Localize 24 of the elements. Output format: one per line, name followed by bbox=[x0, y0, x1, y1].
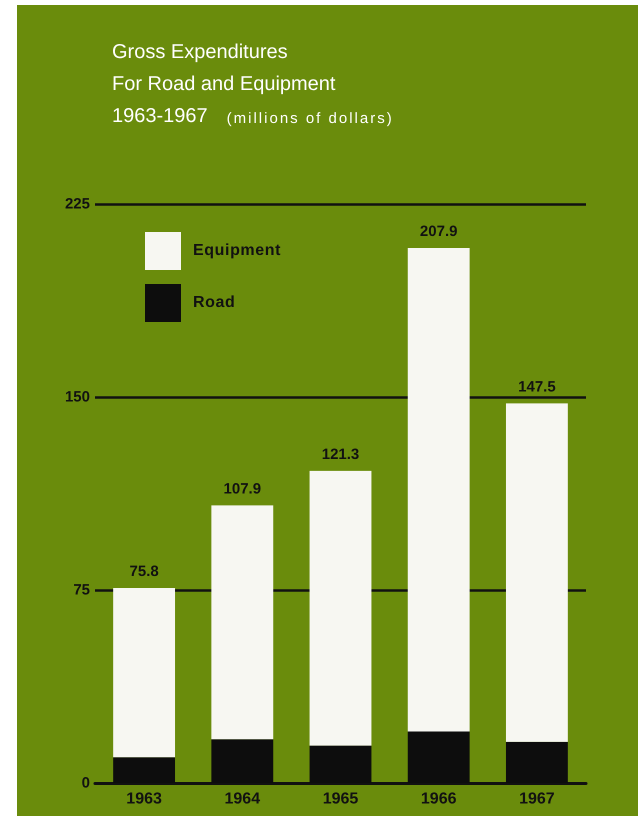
x-tick-label: 1967 bbox=[519, 790, 555, 808]
text: (millions of dollars) bbox=[226, 110, 394, 127]
bar bbox=[211, 505, 274, 740]
y-tick-label: 225 bbox=[64, 196, 90, 212]
y-tick-label: 150 bbox=[64, 388, 90, 406]
x-tick-label: 1963 bbox=[126, 790, 162, 808]
total-label: 147.5 bbox=[518, 378, 556, 396]
total-label: 107.9 bbox=[224, 480, 262, 498]
total-label: 207.9 bbox=[420, 223, 458, 240]
total-label: 75.8 bbox=[130, 562, 159, 580]
bar bbox=[310, 470, 372, 746]
bar bbox=[113, 588, 176, 758]
y-tick-label: 0 bbox=[82, 774, 90, 792]
legend-label: Equipment bbox=[193, 242, 282, 260]
y-tick-label: 75 bbox=[73, 582, 90, 598]
chart-subtitle: 1963-1967 bbox=[112, 104, 208, 129]
total-label: 121.3 bbox=[322, 446, 360, 463]
x-tick-label: 1965 bbox=[322, 790, 358, 808]
x-tick-label: 1966 bbox=[420, 790, 457, 808]
bar bbox=[408, 248, 470, 732]
bar bbox=[506, 403, 568, 742]
x-tick-label: 1964 bbox=[224, 790, 260, 808]
chart-title: Gross Expenditures For Road and Equipment bbox=[112, 40, 336, 97]
legend-label: Road bbox=[193, 294, 236, 312]
